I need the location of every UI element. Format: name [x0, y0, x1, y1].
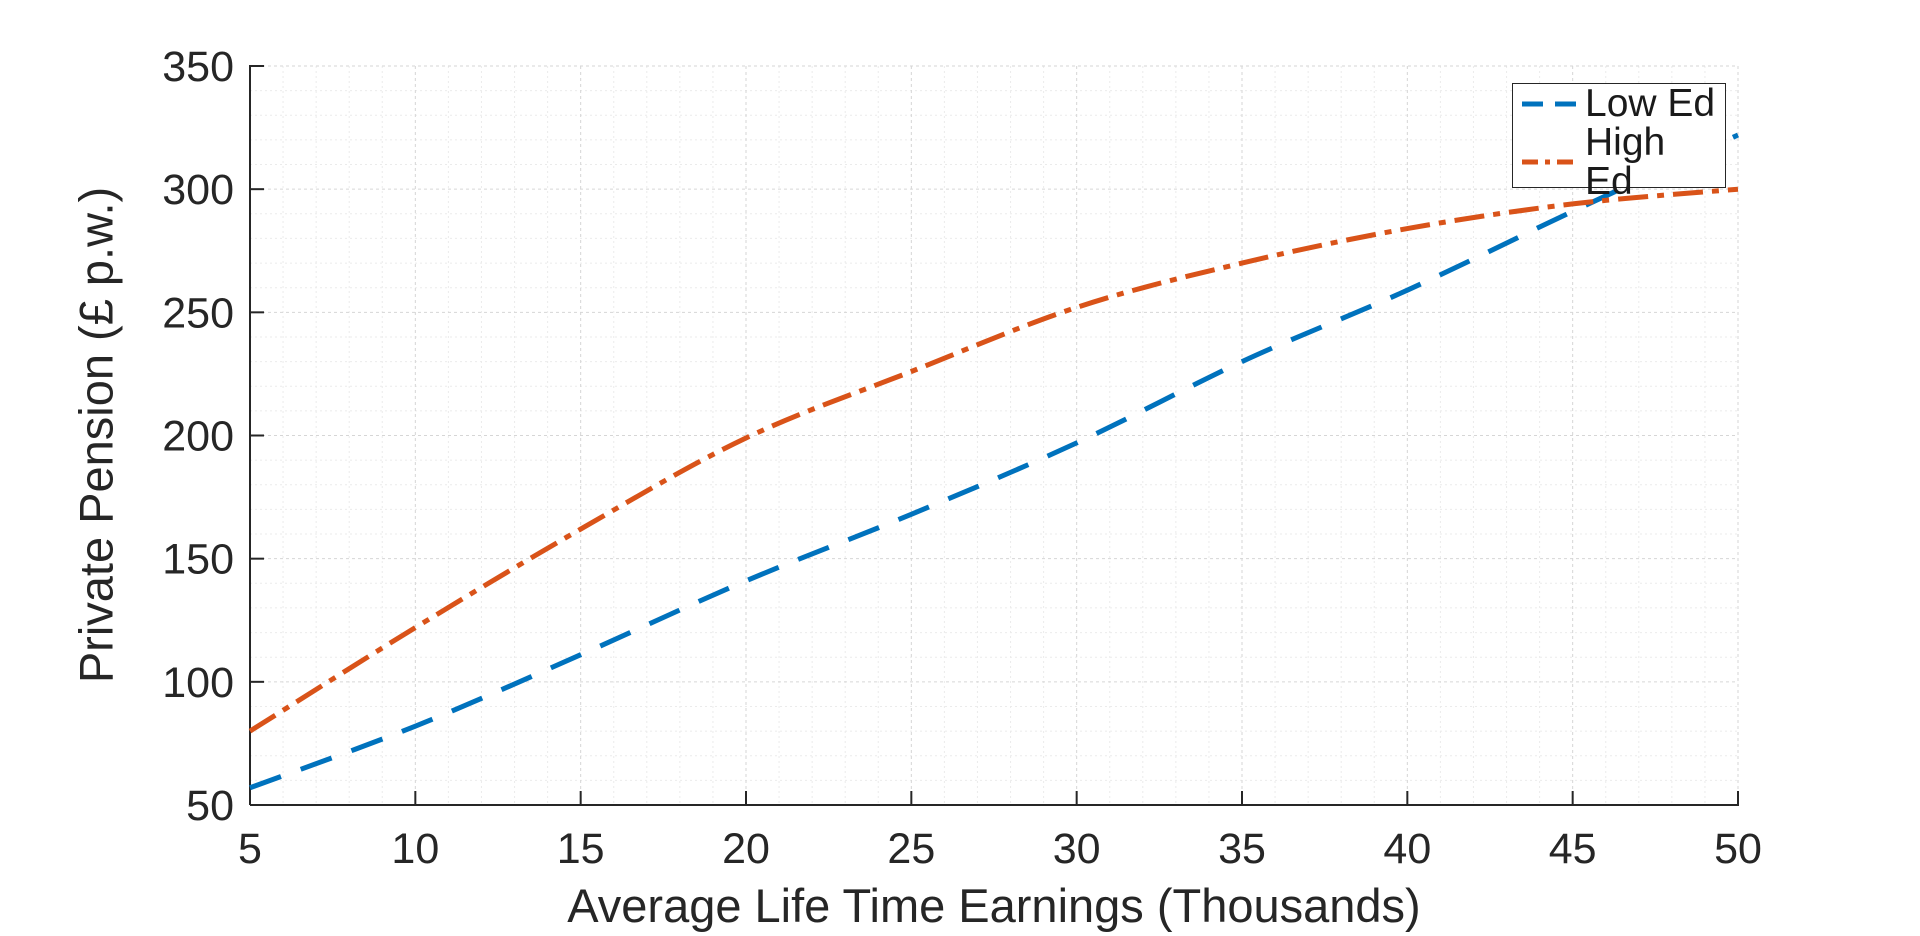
high-ed-curve	[248, 186, 1739, 734]
x-tick-label-20: 20	[722, 825, 770, 873]
legend-item-high-ed: High Ed	[1522, 123, 1719, 201]
x-tick-label-10: 10	[391, 825, 439, 873]
y-axis-label: Private Pension (£ p.w.)	[69, 186, 123, 684]
x-tick-label-35: 35	[1218, 825, 1266, 873]
y-tick-label-350: 350	[162, 43, 234, 91]
x-tick-label-30: 30	[1053, 825, 1101, 873]
legend-item-low-ed: Low Ed	[1522, 84, 1719, 123]
low-ed-curve	[249, 132, 1740, 791]
y-tick-label-250: 250	[162, 289, 234, 337]
x-tick-label-5: 5	[238, 825, 262, 873]
legend-label-low-ed: Low Ed	[1585, 82, 1716, 125]
y-tick-label-100: 100	[162, 659, 234, 707]
x-tick-label-40: 40	[1383, 825, 1431, 873]
x-tick-label-25: 25	[887, 825, 935, 873]
x-tick-label-50: 50	[1714, 825, 1762, 873]
high-ed-line-sample	[1522, 159, 1576, 165]
low-ed-line-sample	[1522, 101, 1576, 106]
x-tick-label-45: 45	[1549, 825, 1597, 873]
legend: Low Ed High Ed	[1512, 83, 1726, 201]
y-tick-label-300: 300	[162, 166, 234, 214]
legend-label-high-ed: High Ed	[1585, 121, 1666, 203]
axes	[249, 65, 1739, 806]
y-tick-label-150: 150	[162, 536, 234, 584]
x-tick-label-15: 15	[557, 825, 605, 873]
x-axis-label: Average Life Time Earnings (Thousands)	[567, 879, 1421, 932]
tick-labels: 5 10 15 20 25 30 35 40 45 50 50 100 150 200 250 300 350	[162, 43, 1762, 873]
y-tick-label-200: 200	[162, 413, 234, 461]
y-tick-label-50: 50	[186, 782, 234, 830]
